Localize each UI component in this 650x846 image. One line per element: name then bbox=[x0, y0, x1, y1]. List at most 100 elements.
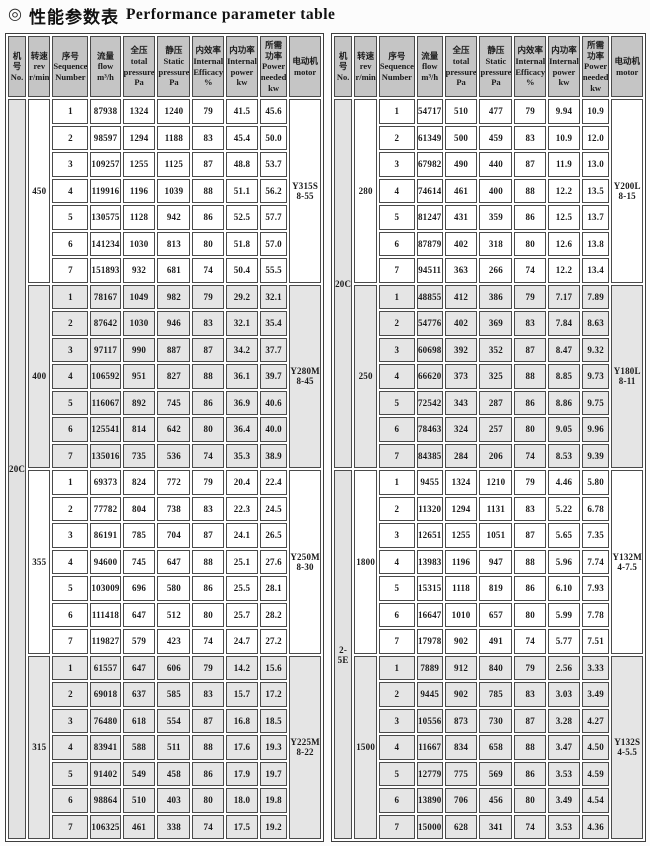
value-cell: 80 bbox=[514, 231, 547, 257]
seq-cell: 4 bbox=[52, 178, 89, 204]
value-cell: 403 bbox=[157, 788, 191, 813]
table-row: 6 98864 510 403 80 18.0 19.8 bbox=[8, 788, 321, 813]
value-cell: 990 bbox=[122, 337, 156, 363]
value-cell: 45.4 bbox=[226, 125, 258, 151]
table-row: 2 98597 1294 1188 83 45.4 50.0 bbox=[8, 125, 321, 151]
value-cell: 3.53 bbox=[548, 814, 580, 840]
value-cell: 87 bbox=[192, 337, 225, 363]
value-cell: 74 bbox=[514, 258, 547, 283]
value-cell: 35.3 bbox=[226, 443, 258, 469]
seq-cell: 7 bbox=[378, 629, 415, 654]
value-cell: 13.5 bbox=[581, 178, 610, 204]
seq-cell: 7 bbox=[52, 629, 89, 654]
value-cell: 40.6 bbox=[259, 390, 288, 416]
value-cell: 2.56 bbox=[548, 655, 580, 681]
value-cell: 9.39 bbox=[581, 443, 610, 469]
value-cell: 66620 bbox=[416, 364, 443, 389]
value-cell: 585 bbox=[157, 682, 191, 707]
value-cell: 74614 bbox=[416, 178, 443, 204]
value-cell: 69373 bbox=[90, 470, 121, 495]
value-cell: 94600 bbox=[90, 549, 121, 575]
value-cell: 13.0 bbox=[581, 152, 610, 177]
value-cell: 88 bbox=[192, 549, 225, 575]
value-cell: 16.8 bbox=[226, 708, 258, 734]
value-cell: 88 bbox=[192, 364, 225, 389]
value-cell: 536 bbox=[157, 443, 191, 469]
motor-cell: Y132S 4-5.5 bbox=[611, 655, 643, 840]
value-cell: 1240 bbox=[157, 99, 191, 124]
value-cell: 588 bbox=[122, 735, 156, 760]
col-header-sequence: 序号 Sequence Number bbox=[378, 36, 415, 98]
value-cell: 1051 bbox=[479, 523, 513, 548]
table-row: 7 15000 628 341 74 3.53 4.36 bbox=[334, 814, 643, 840]
value-cell: 4.36 bbox=[581, 814, 610, 840]
value-cell: 8.47 bbox=[548, 337, 580, 363]
value-cell: 6.10 bbox=[548, 576, 580, 601]
rev-cell: 280 bbox=[354, 99, 377, 283]
value-cell: 79 bbox=[192, 284, 225, 310]
seq-cell: 3 bbox=[52, 152, 89, 177]
header-row: 机号 No. 转速 rev r/min 序号 Sequence Number 流量 f… bbox=[8, 36, 321, 98]
value-cell: 287 bbox=[479, 390, 513, 416]
table-row: 5 130575 1128 942 86 52.5 57.7 bbox=[8, 205, 321, 230]
seq-cell: 3 bbox=[52, 708, 89, 734]
header-row: 机号 No. 转速 rev r/min 序号 Sequence Number 流量 f… bbox=[333, 36, 643, 98]
value-cell: 88 bbox=[514, 364, 547, 389]
seq-cell: 4 bbox=[378, 735, 415, 760]
value-cell: 80 bbox=[192, 788, 225, 813]
table-row: 6 16647 1010 657 80 5.99 7.78 bbox=[334, 602, 643, 628]
value-cell: 7.78 bbox=[581, 602, 610, 628]
value-cell: 18.0 bbox=[226, 788, 258, 813]
value-cell: 87642 bbox=[90, 311, 121, 336]
value-cell: 549 bbox=[122, 761, 156, 787]
value-cell: 10.9 bbox=[581, 99, 610, 124]
value-cell: 827 bbox=[157, 364, 191, 389]
value-cell: 284 bbox=[444, 443, 478, 469]
value-cell: 554 bbox=[157, 708, 191, 734]
value-cell: 9.05 bbox=[548, 417, 580, 442]
value-cell: 91402 bbox=[90, 761, 121, 787]
seq-cell: 6 bbox=[378, 788, 415, 813]
value-cell: 25.1 bbox=[226, 549, 258, 575]
value-cell: 814 bbox=[122, 417, 156, 442]
value-cell: 4.27 bbox=[581, 708, 610, 734]
table-row: 5 15315 1118 819 86 6.10 7.93 bbox=[334, 576, 643, 601]
seq-cell: 7 bbox=[378, 258, 415, 283]
value-cell: 17.6 bbox=[226, 735, 258, 760]
value-cell: 15000 bbox=[416, 814, 443, 840]
col-header-machine-no: 机号 No. bbox=[8, 36, 27, 98]
table-row: 3 86191 785 704 87 24.1 26.5 bbox=[8, 523, 321, 548]
value-cell: 647 bbox=[122, 602, 156, 628]
seq-cell: 6 bbox=[378, 417, 415, 442]
value-cell: 5.65 bbox=[548, 523, 580, 548]
seq-cell: 1 bbox=[378, 470, 415, 495]
value-cell: 16647 bbox=[416, 602, 443, 628]
table-row: 4 74614 461 400 88 12.2 13.5 bbox=[334, 178, 643, 204]
table-row: 2 9445 902 785 83 3.03 3.49 bbox=[334, 682, 643, 707]
value-cell: 580 bbox=[157, 576, 191, 601]
seq-cell: 1 bbox=[52, 284, 89, 310]
value-cell: 5.80 bbox=[581, 470, 610, 495]
value-cell: 87 bbox=[514, 337, 547, 363]
value-cell: 86 bbox=[514, 576, 547, 601]
value-cell: 24.5 bbox=[259, 496, 288, 522]
value-cell: 17.9 bbox=[226, 761, 258, 787]
value-cell: 78167 bbox=[90, 284, 121, 310]
value-cell: 18.5 bbox=[259, 708, 288, 734]
seq-cell: 4 bbox=[52, 735, 89, 760]
value-cell: 512 bbox=[157, 602, 191, 628]
value-cell: 83 bbox=[514, 496, 547, 522]
table-row: 6 78463 324 257 80 9.05 9.96 bbox=[334, 417, 643, 442]
col-header-flow: 流量 flow m³/h bbox=[416, 36, 443, 98]
value-cell: 8.53 bbox=[548, 443, 580, 469]
value-cell: 5.96 bbox=[548, 549, 580, 575]
value-cell: 745 bbox=[122, 549, 156, 575]
seq-cell: 5 bbox=[52, 390, 89, 416]
value-cell: 819 bbox=[479, 576, 513, 601]
value-cell: 745 bbox=[157, 390, 191, 416]
seq-cell: 6 bbox=[52, 788, 89, 813]
value-cell: 412 bbox=[444, 284, 478, 310]
value-cell: 318 bbox=[479, 231, 513, 257]
value-cell: 942 bbox=[157, 205, 191, 230]
value-cell: 50.0 bbox=[259, 125, 288, 151]
